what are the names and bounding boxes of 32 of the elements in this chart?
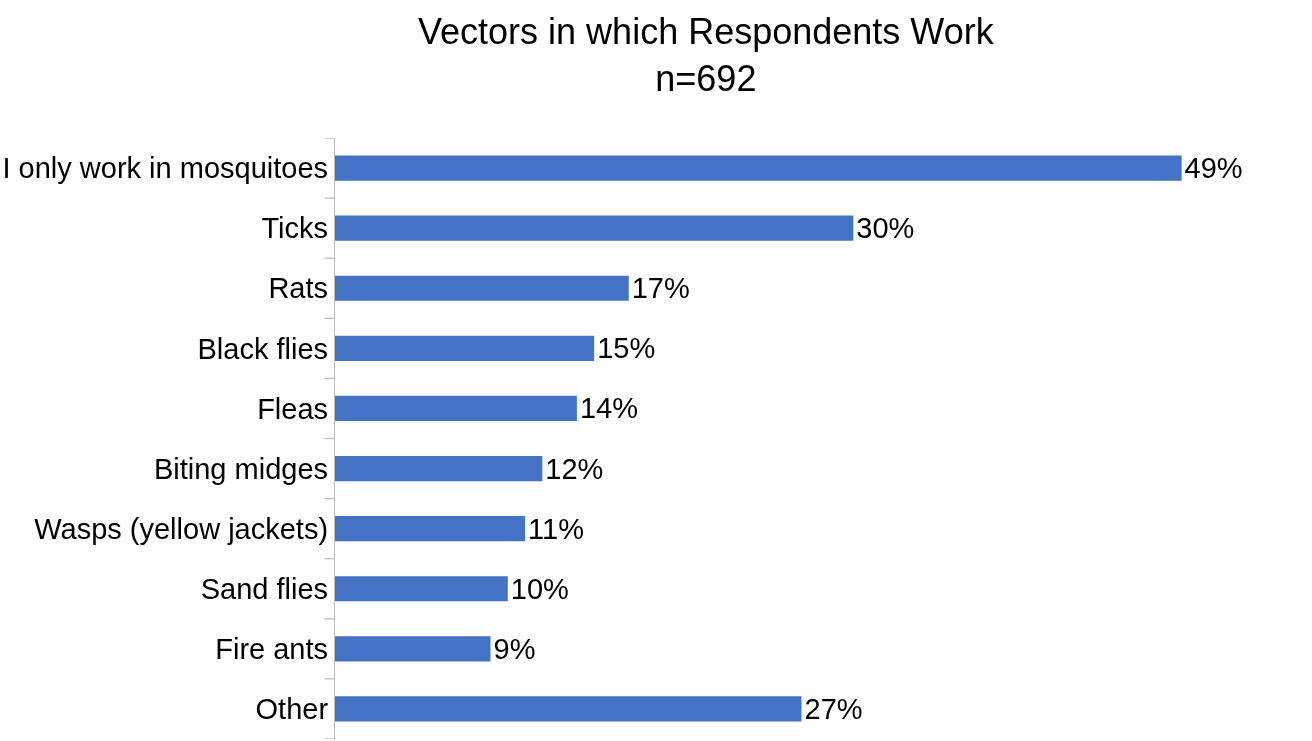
data-label: 9% — [493, 632, 536, 665]
y-tick-label: Biting midges — [153, 452, 329, 485]
chart-subtitle: n=692 — [655, 58, 757, 100]
bar — [335, 516, 526, 542]
data-label: 17% — [631, 272, 690, 305]
bar — [335, 455, 543, 482]
data-label: 15% — [597, 332, 656, 365]
data-label: 14% — [579, 392, 638, 425]
y-tick-label: Sand flies — [200, 572, 329, 605]
data-label: 27% — [804, 692, 863, 725]
bar — [335, 275, 629, 301]
y-tick-label: I only work in mosquitoes — [2, 152, 329, 185]
chart-title: Vectors in which Respondents Work — [418, 11, 995, 53]
bar — [335, 576, 508, 602]
y-tick-label: Rats — [268, 272, 329, 305]
bar — [335, 215, 854, 241]
bar — [335, 636, 491, 662]
y-tick-label: Fire ants — [215, 633, 329, 665]
bar — [335, 696, 802, 722]
data-label: 12% — [545, 452, 604, 485]
bar — [335, 155, 1182, 181]
y-tick-label: Ticks — [261, 212, 329, 245]
y-tick-label: Other — [255, 693, 329, 726]
data-label: 49% — [1184, 152, 1243, 185]
y-tick-label: Fleas — [257, 392, 329, 425]
data-label: 30% — [856, 212, 915, 245]
y-tick-label: Wasps (yellow jackets) — [34, 512, 329, 545]
bar — [335, 395, 577, 422]
data-label: 10% — [510, 572, 569, 605]
bar — [335, 335, 595, 361]
y-tick-label: Black flies — [197, 332, 329, 365]
data-label: 11% — [528, 512, 584, 545]
